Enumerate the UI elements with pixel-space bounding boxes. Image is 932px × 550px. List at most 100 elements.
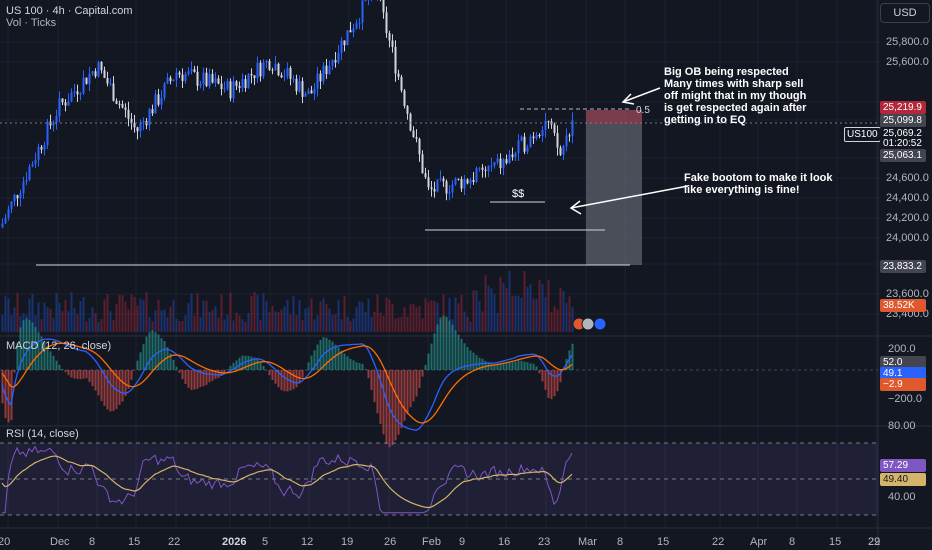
macd-hist-bar [316,344,319,370]
volume-bar [181,321,184,332]
candle-body [37,146,40,161]
macd-hist-bar [325,337,328,370]
candle-body [112,83,115,101]
volume-bar [406,316,409,332]
macd-hist-bar [391,370,394,446]
candle-body [343,40,346,46]
volume-bar [121,295,124,332]
macd-hist-bar [553,370,556,397]
macd-hist-bar [277,370,280,388]
volume-bar [559,288,562,332]
macd-hist-bar [223,370,226,374]
macd-hist-bar [295,370,298,388]
macd-hist-bar [268,370,271,376]
candle-body [415,137,418,139]
candle-body [328,65,331,75]
volume-bar [148,316,151,332]
volume-bar [172,299,175,332]
candle-body [388,33,391,41]
candle-body [322,65,325,82]
volume-bar [280,309,283,332]
candle-body [121,104,124,108]
candle-body [73,91,76,93]
macd-hist-bar [43,341,46,370]
macd-hist-bar [301,370,304,378]
user-drawings[interactable] [0,87,878,331]
volume-bar [379,312,382,332]
volume-bar [433,300,436,332]
candle-body [106,77,109,84]
volume-bar [169,306,172,332]
price-candles[interactable] [1,0,574,229]
macd-hist-bar [103,370,106,406]
candle-body [511,154,514,158]
candle-body [469,180,472,184]
candle-body [430,187,433,190]
time-tick: 20 [0,536,11,548]
volume-bar [37,302,40,332]
volume-bar [511,295,514,332]
macd-hist-bar [49,351,52,370]
candle-body [397,73,400,77]
macd-hist-bar [151,330,154,370]
time-tick: 29 [868,536,881,548]
volume-bar [343,295,346,332]
macd-hist-bar [475,355,478,370]
price-tick: 25,600.0 [886,56,929,68]
volume-bar [100,318,103,332]
candle-body [25,179,28,182]
macd-hist-bar [73,370,76,379]
macd-hist-bar [304,369,307,371]
candle-body [313,88,316,94]
candle-body [340,40,343,53]
macd-hist-bar [61,368,64,370]
volume-bar [196,293,199,332]
candle-body [496,158,499,163]
macd-hist-bar [25,318,28,370]
macd-hist-bar [442,315,445,370]
macd-hist-bar [70,370,73,378]
candle-body [523,136,526,152]
macd-hist-bar [163,341,166,370]
macd-hist-bar [235,360,238,370]
time-tick: 23 [538,536,551,548]
candle-body [175,72,178,80]
price-range-box [586,110,642,265]
volume-bar [166,317,169,332]
volume-bar [19,316,22,332]
price-tick: 24,000.0 [886,232,929,244]
candle-body [403,90,406,107]
macd-hist-bar [319,339,322,370]
macd-hist-bar [526,362,529,370]
volume-bar [331,314,334,332]
macd-hist-bar [433,333,436,370]
candle-body [244,79,247,89]
macd-hist-bar [466,346,469,370]
candle-body [1,223,4,228]
volume-bar [295,315,298,332]
candle-body [16,195,19,199]
volume-bar [247,312,250,332]
macd-hist-bar [247,355,250,370]
candle-body [277,63,280,76]
candle-body [487,166,490,171]
candle-body [196,71,199,86]
time-tick: Mar [578,536,597,548]
candle-body [7,209,10,219]
time-tick: 22 [868,536,881,548]
pane-tick: 40.00 [888,491,916,503]
candle-body [427,177,430,188]
time-tick: 9 [459,536,466,548]
candle-body [52,122,55,126]
macd-hist-bar [340,350,343,370]
currency-button[interactable]: USD [880,3,930,23]
macd-hist-bar [22,320,25,370]
volume-bar [463,311,466,332]
macd-hist-bar [283,370,286,392]
volume-bar [103,299,106,332]
candle-body [385,12,388,34]
candle-body [58,98,61,117]
macd-hist-bar [298,370,301,384]
candle-body [70,92,73,102]
